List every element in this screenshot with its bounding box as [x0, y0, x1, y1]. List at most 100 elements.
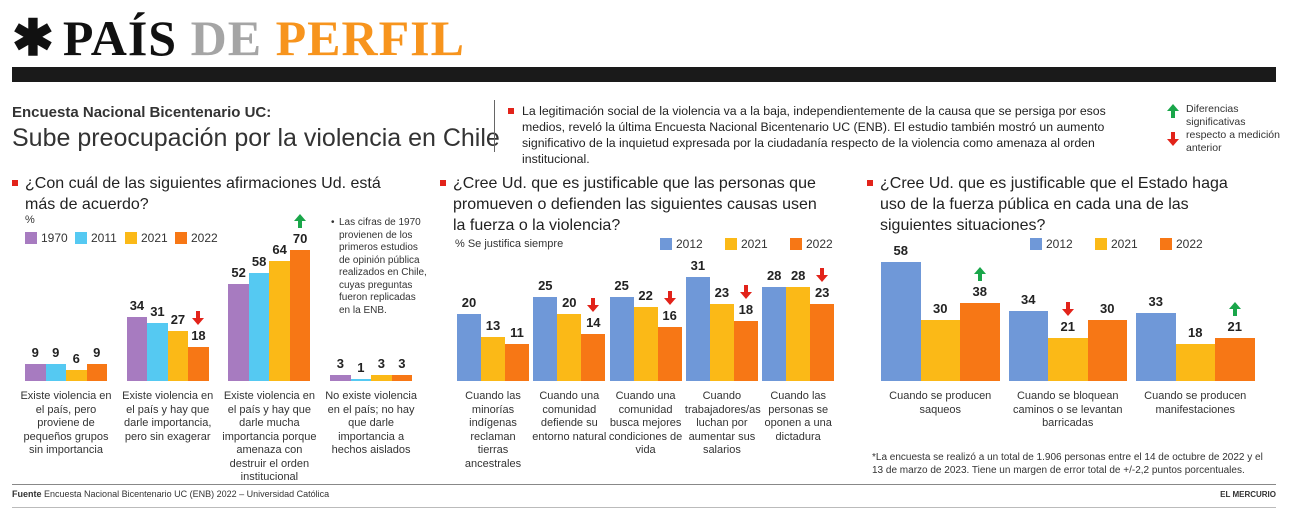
category-label: Cuando se producen saqueos	[889, 390, 992, 416]
legend-swatch	[1095, 238, 1107, 250]
category-label: Existe violencia en el país y hay que da…	[122, 390, 214, 443]
legend-label: 2022	[191, 231, 218, 245]
header-bar	[12, 67, 1276, 82]
footer-rule	[12, 507, 1276, 508]
chart-note: *La encuesta se realizó a un total de 1.…	[872, 452, 1263, 476]
value-label: 18	[1188, 325, 1203, 341]
legend-arrows	[1167, 104, 1179, 146]
bar	[685, 277, 710, 381]
significance-arrow	[587, 298, 600, 313]
headline: Sube preocupación por la violencia en Ch…	[12, 124, 500, 152]
bar	[581, 334, 606, 381]
title-mark: ✱	[12, 10, 55, 66]
legend-swatch	[660, 238, 672, 250]
legend-swatch	[25, 232, 37, 244]
value-label: 3	[336, 356, 344, 372]
bar	[609, 297, 634, 381]
category-label: Existe violencia en el país y hay que da…	[222, 390, 317, 483]
category-label: Cuando las personas se oponen a una dict…	[764, 390, 832, 443]
value-label: 58	[251, 253, 267, 269]
significance-arrow	[973, 267, 986, 282]
value-label: 11	[510, 325, 524, 341]
unit-label: % Se justifica siempre	[455, 238, 564, 250]
significance-arrow	[739, 284, 752, 299]
value-label: 9	[93, 345, 101, 361]
value-label: 21	[1060, 318, 1075, 334]
source-text: Encuesta Nacional Bicentenario UC (ENB) …	[44, 489, 330, 499]
legend-swatch	[175, 232, 187, 244]
significance-arrow	[816, 267, 829, 282]
value-label: 9	[31, 345, 39, 361]
bar	[786, 287, 811, 381]
value-label: 20	[461, 295, 477, 310]
category-label: Cuando las minorías indígenas reclaman t…	[464, 390, 522, 470]
legend-label: 2012	[676, 237, 703, 251]
footer-rule	[12, 484, 1276, 485]
chart-question: ¿Cree Ud. que es justificable que el Est…	[867, 173, 1250, 236]
significance-arrow	[1061, 301, 1074, 316]
value-label: 34	[129, 298, 145, 314]
legend-note: Diferencias significativas respecto a me…	[1186, 103, 1280, 154]
title-word: PAÍS	[62, 10, 178, 66]
bar	[391, 375, 413, 381]
value-label: 31	[150, 304, 165, 320]
kicker: Encuesta Nacional Bicentenario UC:	[12, 104, 272, 121]
value-label: 25	[538, 278, 553, 294]
bar	[960, 303, 1000, 381]
legend-label: 2021	[1111, 237, 1138, 251]
category-label: Cuando trabajadores/as luchan por aument…	[684, 390, 761, 456]
value-label: 1	[357, 360, 365, 376]
source: Fuente Encuesta Nacional Bicentenario UC…	[12, 489, 329, 499]
bar	[45, 364, 66, 381]
legend-swatch	[125, 232, 137, 244]
bar	[371, 375, 392, 381]
category-label: Cuando se bloquean caminos o se levantan…	[1013, 390, 1123, 429]
value-label: 20	[562, 295, 577, 310]
bar	[533, 297, 558, 381]
chart-question: ¿Con cuál de las siguientes afirmaciones…	[12, 173, 405, 215]
bar	[188, 347, 209, 381]
value-label: 25	[614, 278, 629, 294]
category-label: No existe violencia en el país; no hay q…	[325, 390, 417, 456]
title-word: DE	[190, 10, 263, 66]
bar	[167, 330, 189, 381]
bar	[25, 364, 46, 381]
bar	[810, 303, 835, 381]
bar	[481, 337, 505, 381]
value-label: 28	[790, 268, 806, 284]
chart-note: Las cifras de 1970 provienen de los prim…	[331, 217, 427, 317]
value-label: 64	[272, 242, 287, 258]
value-label: 38	[972, 284, 987, 300]
up-arrow-icon	[1167, 104, 1179, 118]
value-label: 6	[72, 350, 80, 366]
bar	[66, 369, 87, 381]
legend-swatch	[725, 238, 737, 250]
significance-arrow	[663, 291, 676, 306]
significance-arrow	[1228, 301, 1241, 316]
legend-label: 2012	[1046, 237, 1073, 251]
value-label: 9	[52, 345, 60, 361]
value-label: 30	[1100, 300, 1115, 316]
value-label: 13	[485, 318, 501, 334]
bar	[633, 307, 658, 381]
value-label: 31	[690, 258, 706, 274]
significance-arrow	[294, 214, 307, 229]
value-label: 27	[170, 311, 186, 327]
significance-arrow	[192, 311, 205, 326]
bar	[289, 250, 311, 381]
bar	[657, 327, 682, 381]
value-label: 21	[1227, 318, 1242, 334]
legend-label: 1970	[41, 231, 68, 245]
category-label: Cuando una comunidad busca mejores condi…	[608, 390, 683, 456]
bar	[1008, 311, 1048, 381]
legend-swatch	[1030, 238, 1042, 250]
unit-label: %	[25, 214, 35, 226]
bar	[248, 272, 270, 381]
legend-label: 2021	[141, 231, 168, 245]
bar	[330, 375, 351, 381]
value-label: 52	[231, 264, 246, 280]
value-label: 23	[814, 284, 830, 300]
bar	[733, 320, 758, 381]
bar	[1215, 337, 1255, 381]
